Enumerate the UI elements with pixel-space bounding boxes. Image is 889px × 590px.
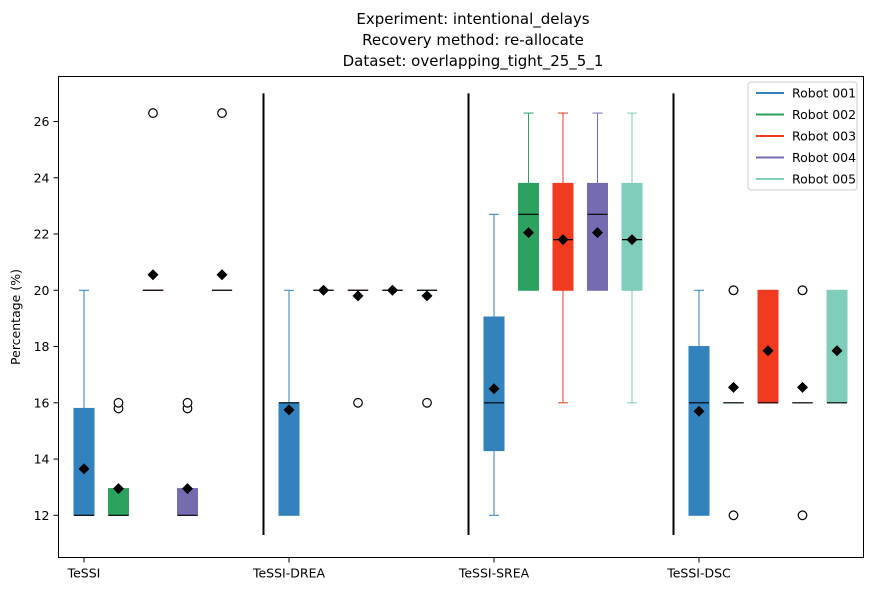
box-robot-005-tessi-srea	[621, 112, 643, 404]
legend-label: Robot 003	[792, 129, 856, 144]
x-tick-label: TeSSI-DREA	[252, 566, 325, 581]
box-robot-005-tessi-dsc	[826, 289, 848, 404]
box-robot-002-tessi	[108, 397, 129, 516]
box-body	[73, 407, 95, 516]
mean-marker	[592, 227, 603, 239]
mean-marker	[626, 234, 638, 246]
mean-marker	[421, 290, 433, 302]
y-tick-label: 22	[34, 227, 50, 242]
box-robot-002-tessi-srea	[518, 112, 539, 291]
y-axis-label: Percentage (%)	[8, 269, 23, 365]
box-robot-002-tessi-dsc	[723, 285, 744, 521]
outlier-point	[182, 397, 193, 408]
y-axis: 12 14 16 18 20 22 24 26	[34, 114, 59, 523]
mean-marker	[728, 381, 739, 393]
mean-marker	[78, 463, 90, 475]
x-axis: TeSSI TeSSI-DREA TeSSI-SREA TeSSI-DSC	[67, 557, 731, 581]
box-robot-003-tessi-dsc	[757, 289, 779, 404]
mean-marker	[557, 234, 569, 246]
mean-marker	[216, 269, 228, 281]
box-robot-005-tessi-drea	[416, 289, 438, 408]
mean-marker	[283, 404, 295, 416]
mean-marker	[113, 483, 124, 495]
y-tick-label: 14	[34, 452, 50, 467]
mean-marker	[352, 290, 364, 302]
box-robot-004-tessi-srea	[587, 112, 608, 291]
mean-marker	[147, 269, 159, 281]
box-robot-001-tessi-srea	[483, 213, 505, 516]
legend-label: Robot 002	[792, 107, 856, 122]
outlier-point	[728, 510, 739, 521]
y-tick-label: 12	[34, 508, 50, 523]
x-tick-label: TeSSI-DSC	[666, 566, 731, 581]
outlier-point	[422, 397, 432, 408]
mean-marker	[797, 381, 808, 393]
box-robot-001-tessi	[73, 289, 95, 516]
mean-marker	[831, 345, 843, 357]
box-robot-001-tessi-drea	[278, 289, 300, 516]
box-robot-005-tessi	[211, 108, 233, 291]
mean-marker	[523, 227, 534, 239]
box-robot-003-tessi-drea	[347, 289, 369, 408]
box-robot-004-tessi	[177, 397, 198, 516]
mean-marker	[318, 284, 329, 296]
chart-title-line-1: Experiment: intentional_delays	[356, 10, 589, 29]
y-tick-label: 20	[34, 283, 50, 298]
outlier-point	[113, 397, 124, 408]
outlier-point	[797, 510, 808, 521]
outlier-point	[217, 108, 227, 118]
box-robot-003-tessi	[142, 108, 164, 291]
group-separators	[262, 93, 675, 535]
legend-box	[747, 81, 858, 191]
x-tick-label: TeSSI-SREA	[458, 566, 530, 581]
mean-marker	[488, 383, 500, 395]
chart-title-line-3: Dataset: overlapping_tight_25_5_1	[343, 52, 604, 71]
mean-marker	[387, 284, 398, 296]
mean-marker	[182, 483, 193, 495]
mean-marker	[693, 405, 705, 417]
box-robot-001-tessi-dsc	[688, 289, 710, 516]
legend-label: Robot 001	[792, 86, 856, 101]
legend-label: Robot 004	[792, 150, 856, 165]
mean-marker	[762, 345, 774, 357]
box-robot-004-tessi-dsc	[792, 285, 813, 521]
legend: Robot 001 Robot 002 Robot 003 Robot 004 Robo…	[747, 81, 858, 191]
outlier-point	[353, 397, 363, 408]
x-tick-label: TeSSI	[67, 566, 101, 581]
box-robot-004-tessi-drea	[382, 284, 403, 296]
box-robot-003-tessi-srea	[552, 112, 574, 404]
box-body	[278, 402, 300, 516]
y-tick-label: 24	[34, 170, 50, 185]
box-robot-002-tessi-drea	[313, 284, 334, 296]
y-tick-label: 26	[34, 114, 50, 129]
plot-area	[58, 76, 864, 558]
chart-title: Experiment: intentional_delays Recovery …	[343, 10, 604, 71]
chart-title-line-2: Recovery method: re-allocate	[362, 31, 584, 49]
outlier-point	[148, 108, 158, 118]
outlier-point	[797, 285, 808, 296]
legend-label: Robot 005	[792, 172, 856, 187]
box-series	[73, 108, 848, 521]
y-tick-label: 16	[34, 395, 50, 410]
box-body	[688, 346, 710, 516]
y-tick-label: 18	[34, 339, 50, 354]
outlier-point	[728, 285, 739, 296]
